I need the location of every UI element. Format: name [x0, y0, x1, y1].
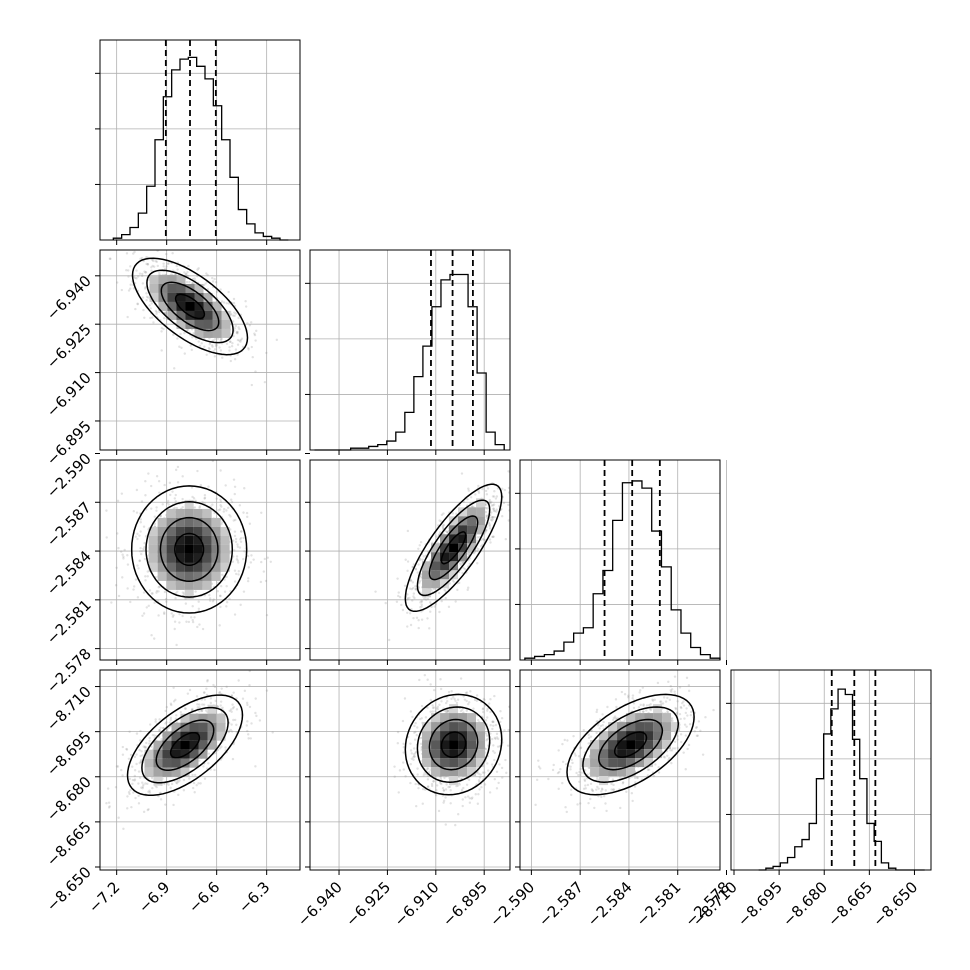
tick-label: −6.940 — [294, 878, 346, 930]
axes-frame — [99, 669, 301, 871]
tick-label: −8.680 — [43, 773, 95, 825]
density-cells — [422, 704, 486, 786]
tick-label: −6.910 — [391, 878, 443, 930]
axes-frame — [519, 669, 721, 871]
histogram-step — [758, 688, 925, 871]
tick-label: −8.695 — [734, 878, 786, 930]
scatter-panel-0-1: −6.895−6.910−6.925−6.940 — [43, 249, 301, 469]
contour-line — [126, 694, 244, 797]
tick-label: −2.587 — [43, 498, 95, 550]
tick-label: −6.3 — [235, 878, 273, 916]
contour-line — [404, 483, 503, 613]
tick-label: −6.925 — [43, 320, 95, 372]
tick-label: −8.680 — [779, 878, 831, 930]
contour-line — [155, 719, 215, 771]
tick-label: −8.695 — [43, 728, 95, 780]
contour-line — [174, 293, 206, 320]
tick-label: −6.910 — [43, 369, 95, 421]
histogram-panel-1 — [305, 249, 511, 455]
axes-frame — [309, 459, 511, 661]
scatter-panel-0-2: −2.578−2.581−2.584−2.587−2.590 — [43, 450, 301, 697]
tick-label: −6.895 — [439, 878, 491, 930]
tick-label: −6.6 — [185, 878, 223, 916]
tick-label: −2.584 — [584, 878, 636, 930]
tick-label: −8.650 — [869, 878, 921, 930]
contour-line — [428, 515, 479, 581]
histogram-step — [314, 273, 505, 451]
histogram-step — [112, 56, 289, 241]
contour-line — [141, 706, 229, 784]
contour-line — [598, 718, 664, 771]
contour-line — [160, 281, 220, 332]
tick-label: −2.584 — [43, 547, 95, 599]
tick-label: −2.587 — [535, 878, 587, 930]
contour-line — [440, 531, 467, 565]
contour-line — [145, 500, 234, 598]
contour-line — [169, 731, 201, 759]
tick-label: −8.665 — [824, 878, 876, 930]
axes-frame — [730, 669, 932, 871]
contour-line — [174, 532, 205, 567]
histogram-panel-0 — [95, 39, 301, 245]
scatter-area — [100, 460, 300, 660]
axes-frame — [99, 249, 301, 451]
tick-label: −2.581 — [43, 596, 95, 648]
tick-label: −8.665 — [43, 818, 95, 870]
axes-frame — [99, 39, 301, 241]
tick-label: −7.2 — [85, 878, 123, 916]
contour-line — [146, 269, 234, 344]
scatter-area — [310, 460, 510, 660]
contour-line — [416, 706, 491, 783]
scatter-panel-2-3: −2.590−2.587−2.584−2.581−2.578 — [486, 669, 733, 930]
density-cells — [144, 704, 226, 786]
scatter-area — [310, 670, 510, 870]
contour-line — [159, 516, 219, 582]
contour-line — [566, 693, 695, 796]
axes-frame — [519, 459, 721, 661]
contour-line — [404, 693, 503, 796]
scatter-panel-0-3: −7.2 −6.9 −6.6 −6.3−8.650−8.665−8.680−8.695… — [43, 669, 301, 917]
axes-frame — [99, 459, 301, 661]
contour-line — [131, 257, 249, 356]
histogram-step — [524, 480, 721, 660]
axes-frame — [309, 249, 511, 451]
tick-label: −2.581 — [633, 878, 685, 930]
axes-frame — [309, 669, 511, 871]
contour-line — [613, 731, 648, 758]
density-cells — [581, 704, 681, 786]
tick-label: −6.940 — [43, 272, 95, 324]
tick-label: −6.9 — [135, 878, 173, 916]
scatter-area — [520, 670, 720, 870]
histogram-panel-2 — [515, 459, 728, 665]
scatter-area — [100, 250, 300, 450]
contour-line — [428, 718, 479, 771]
scatter-panel-1-2 — [305, 452, 511, 665]
contour-line — [440, 731, 467, 758]
tick-label: −2.590 — [486, 878, 538, 930]
scatter-panel-1-3: −6.940−6.925−6.910−6.895 — [294, 669, 511, 930]
contour-line — [416, 499, 491, 597]
contour-line — [130, 485, 248, 614]
contour-line — [582, 706, 680, 783]
scatter-area — [100, 670, 300, 870]
tick-label: −6.925 — [342, 878, 394, 930]
